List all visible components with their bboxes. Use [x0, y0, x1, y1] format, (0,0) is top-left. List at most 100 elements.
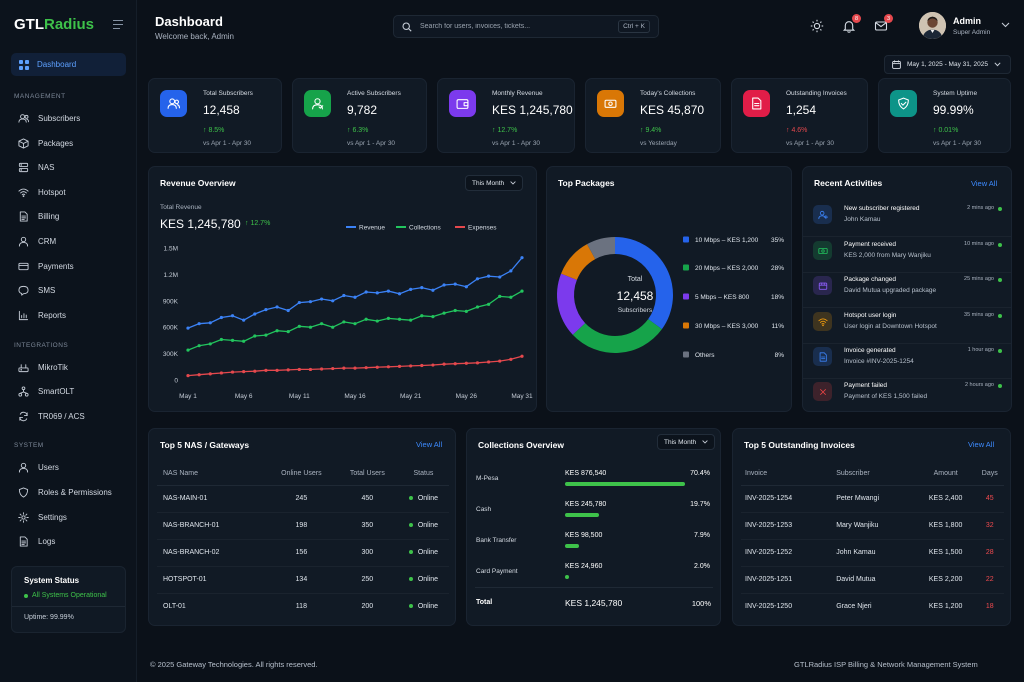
data-point[interactable]	[520, 354, 524, 358]
donut-slice[interactable]	[587, 237, 615, 260]
data-point[interactable]	[197, 344, 201, 348]
data-point[interactable]	[242, 339, 246, 343]
data-point[interactable]	[464, 285, 468, 289]
data-point[interactable]	[219, 315, 223, 320]
data-point[interactable]	[397, 364, 402, 368]
sidebar-item-hotspot[interactable]: Hotspot	[18, 185, 66, 199]
data-point[interactable]	[409, 318, 413, 322]
data-point[interactable]	[442, 283, 446, 287]
data-point[interactable]	[208, 342, 212, 346]
data-point[interactable]	[275, 368, 279, 372]
data-point[interactable]	[331, 325, 335, 329]
data-point[interactable]	[420, 363, 424, 368]
data-point[interactable]	[442, 362, 446, 366]
sidebar-item-packages[interactable]: Packages	[18, 136, 73, 150]
kpi-card-system-uptime[interactable]: System Uptime 99.99% ↑ 0.01% vs Apr 1 - Apr…	[878, 78, 1011, 153]
data-point[interactable]	[230, 370, 235, 374]
table-row[interactable]: INV-2025-1250 Grace Njeri KES 1,200 18	[741, 593, 1004, 620]
data-point[interactable]	[308, 300, 313, 304]
table-row[interactable]: INV-2025-1252 John Kamau KES 1,500 28	[741, 539, 1004, 567]
data-point[interactable]	[386, 316, 390, 320]
collection-row[interactable]: M-Pesa KES 876,540 70.4%	[467, 467, 720, 495]
data-point[interactable]	[498, 275, 502, 279]
data-point[interactable]	[420, 314, 424, 318]
data-point[interactable]	[186, 348, 190, 352]
data-point[interactable]	[197, 322, 201, 326]
collections-period-select[interactable]: This Month	[657, 434, 716, 450]
column-header[interactable]: Online Users	[266, 462, 337, 486]
nas-view-all-link[interactable]: View All	[416, 440, 443, 449]
column-header[interactable]: Status	[397, 462, 449, 486]
data-point[interactable]	[353, 295, 357, 299]
data-point[interactable]	[253, 334, 257, 338]
data-point[interactable]	[420, 286, 424, 290]
data-point[interactable]	[230, 314, 235, 318]
data-point[interactable]	[397, 292, 402, 296]
data-point[interactable]	[320, 367, 324, 371]
activity-item[interactable]: Hotspot user login User login at Downtown…	[803, 309, 1011, 344]
sidebar-item-users[interactable]: Users	[18, 460, 59, 474]
data-point[interactable]	[364, 290, 368, 294]
data-point[interactable]	[442, 311, 446, 315]
data-point[interactable]	[308, 367, 313, 372]
activity-item[interactable]: Package changed David Mutua upgraded pack…	[803, 273, 1011, 308]
sidebar-item-tr069-acs[interactable]: TR069 / ACS	[18, 409, 85, 423]
data-point[interactable]	[342, 320, 346, 324]
data-point[interactable]	[475, 305, 480, 309]
sidebar-item-mikrotik[interactable]: MikroTik	[18, 360, 68, 374]
kpi-card-total-subscribers[interactable]: Total Subscribers 12,458 ↑ 8.5% vs Apr 1 - …	[148, 78, 282, 153]
data-point[interactable]	[375, 365, 379, 369]
data-point[interactable]	[308, 325, 313, 329]
data-point[interactable]	[297, 367, 301, 372]
data-point[interactable]	[264, 333, 268, 337]
date-range-picker[interactable]: May 1, 2025 - May 31, 2025	[884, 55, 1011, 74]
table-row[interactable]: HOTSPOT-01 134 250 Online	[157, 566, 449, 594]
sidebar-item-reports[interactable]: Reports	[18, 308, 66, 322]
donut-slice[interactable]	[572, 319, 662, 353]
data-point[interactable]	[353, 366, 357, 370]
data-point[interactable]	[342, 366, 346, 370]
data-point[interactable]	[520, 256, 524, 260]
sidebar-item-roles-permissions[interactable]: Roles & Permissions	[18, 485, 112, 499]
data-point[interactable]	[242, 318, 246, 322]
kpi-card-today-s-collections[interactable]: Today's Collections KES 45,870 ↑ 9.4% vs Ye…	[585, 78, 721, 153]
data-point[interactable]	[487, 360, 491, 364]
activities-view-all-link[interactable]: View All	[971, 179, 998, 188]
collection-row[interactable]: Bank Transfer KES 98,500 7.9%	[467, 529, 720, 557]
table-row[interactable]: NAS-BRANCH-01 198 350 Online	[157, 512, 449, 540]
sidebar-item-smartolt[interactable]: SmartOLT	[18, 384, 74, 398]
search-bar[interactable]: Ctrl + K	[393, 15, 659, 38]
chevron-down-icon[interactable]	[1001, 22, 1010, 28]
data-point[interactable]	[431, 315, 435, 319]
table-row[interactable]: NAS-BRANCH-02 156 300 Online	[157, 539, 449, 567]
data-point[interactable]	[431, 288, 435, 292]
data-point[interactable]	[320, 322, 324, 326]
data-point[interactable]	[230, 338, 235, 342]
data-point[interactable]	[397, 317, 402, 321]
donut-slice[interactable]	[561, 244, 596, 280]
data-point[interactable]	[364, 317, 368, 321]
data-point[interactable]	[253, 312, 257, 316]
data-point[interactable]	[297, 300, 301, 305]
data-point[interactable]	[498, 359, 502, 363]
data-point[interactable]	[520, 289, 524, 293]
data-point[interactable]	[409, 287, 413, 291]
data-point[interactable]	[364, 366, 368, 370]
sidebar-item-settings[interactable]: Settings	[18, 510, 67, 524]
data-point[interactable]	[487, 302, 491, 306]
data-point[interactable]	[264, 308, 268, 312]
data-point[interactable]	[453, 362, 457, 366]
column-header[interactable]: Subscriber	[832, 462, 916, 486]
data-point[interactable]	[409, 364, 413, 368]
kpi-card-outstanding-invoices[interactable]: Outstanding Invoices 1,254 ↑ 4.6% vs Apr 1 …	[731, 78, 868, 153]
revenue-period-select[interactable]: This Month	[465, 175, 524, 191]
data-point[interactable]	[464, 361, 468, 365]
table-row[interactable]: INV-2025-1253 Mary Wanjiku KES 1,800 32	[741, 512, 1004, 540]
table-row[interactable]: INV-2025-1251 David Mutua KES 2,200 22	[741, 566, 1004, 594]
theme-toggle-icon[interactable]	[810, 19, 824, 33]
data-point[interactable]	[286, 308, 290, 313]
data-point[interactable]	[498, 294, 502, 298]
data-point[interactable]	[253, 369, 257, 373]
sidebar-item-logs[interactable]: Logs	[18, 534, 55, 548]
data-point[interactable]	[219, 337, 223, 342]
